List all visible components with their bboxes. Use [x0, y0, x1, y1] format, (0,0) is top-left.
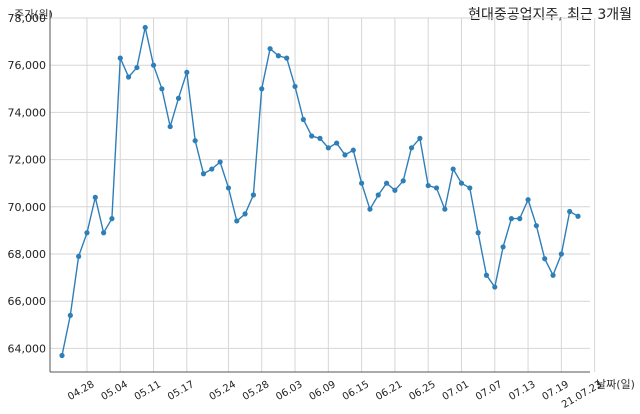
- data-point: [175, 95, 182, 101]
- data-point: [217, 159, 223, 165]
- data-point: [558, 251, 564, 257]
- y-tick-label: 72,000: [8, 154, 47, 167]
- data-point: [367, 206, 373, 212]
- y-tick-label: 78,000: [8, 12, 47, 25]
- data-point: [184, 69, 190, 75]
- x-tick-label: 06.21: [374, 379, 404, 403]
- data-point: [234, 218, 240, 224]
- data-point: [425, 182, 431, 189]
- data-point: [533, 223, 539, 229]
- data-point: [250, 192, 257, 198]
- data-point: [500, 244, 506, 250]
- data-point: [192, 138, 198, 144]
- data-point: [400, 178, 406, 184]
- chart-title: 현대중공업지주, 최근 3개월: [468, 7, 632, 23]
- data-point: [167, 123, 173, 130]
- y-tick-label: 64,000: [8, 342, 47, 355]
- x-tick-label: 05.04: [99, 379, 129, 403]
- data-point: [483, 272, 490, 278]
- data-point: [392, 187, 398, 193]
- data-point: [142, 24, 148, 31]
- data-point: [550, 272, 556, 278]
- x-tick-label: 06.03: [274, 379, 304, 403]
- data-point: [433, 185, 440, 191]
- data-point: [525, 197, 531, 203]
- x-tick-label: 05.28: [241, 379, 271, 403]
- y-tick-label: 70,000: [8, 201, 47, 214]
- data-point: [134, 64, 140, 71]
- y-tick-label: 66,000: [8, 295, 47, 308]
- data-point: [450, 166, 456, 172]
- x-tick-label: 05.17: [166, 379, 196, 403]
- data-point: [375, 192, 381, 198]
- x-tick-label: 04.28: [66, 379, 96, 403]
- data-point: [242, 211, 248, 217]
- x-axis-label: 날짜(일): [596, 378, 635, 391]
- data-point: [383, 180, 390, 186]
- x-tick-label: 07.07: [474, 379, 504, 403]
- data-point: [159, 86, 165, 92]
- data-point: [84, 230, 90, 236]
- data-point: [59, 352, 65, 359]
- data-point: [209, 166, 215, 172]
- data-point: [76, 253, 82, 259]
- x-tick-label: 07.13: [507, 379, 537, 403]
- x-tick-label: 05.24: [208, 379, 238, 403]
- data-point: [150, 62, 157, 68]
- data-point: [542, 256, 548, 262]
- y-axis-label: 주가(원): [14, 8, 53, 21]
- x-tick-label: 06.09: [308, 379, 338, 403]
- x-tick-label: 06.25: [407, 379, 437, 403]
- data-point: [259, 86, 265, 92]
- data-point: [517, 216, 523, 222]
- x-tick-label: 07.01: [441, 379, 471, 403]
- data-point: [292, 83, 298, 90]
- data-point: [92, 194, 98, 200]
- data-point: [284, 55, 290, 61]
- data-point: [417, 135, 423, 141]
- data-point: [101, 230, 107, 236]
- data-point: [334, 140, 340, 146]
- data-point: [225, 185, 232, 191]
- data-point: [508, 216, 515, 222]
- data-point: [575, 213, 581, 219]
- data-point: [325, 145, 331, 151]
- data-point: [200, 171, 207, 177]
- data-point: [267, 46, 273, 52]
- price-line: [61, 27, 579, 356]
- x-tick-label: 06.15: [341, 379, 371, 403]
- data-point: [475, 230, 481, 236]
- data-point: [109, 216, 115, 222]
- data-point: [408, 145, 415, 151]
- y-tick-label: 74,000: [8, 106, 47, 119]
- data-point: [300, 116, 306, 123]
- data-point: [359, 180, 365, 186]
- data-point: [442, 206, 448, 212]
- y-tick-label: 68,000: [8, 248, 47, 261]
- data-point: [567, 208, 573, 215]
- data-point: [317, 135, 323, 141]
- data-point: [492, 284, 498, 290]
- data-point: [67, 312, 73, 318]
- data-point: [342, 152, 348, 158]
- data-point: [467, 185, 473, 191]
- data-point: [117, 55, 123, 61]
- data-point: [458, 180, 465, 186]
- data-point: [275, 53, 281, 59]
- data-point: [350, 147, 356, 153]
- y-tick-label: 76,000: [8, 59, 47, 72]
- data-point: [125, 74, 132, 80]
- data-point: [309, 133, 315, 139]
- x-tick-label: 05.11: [133, 379, 163, 403]
